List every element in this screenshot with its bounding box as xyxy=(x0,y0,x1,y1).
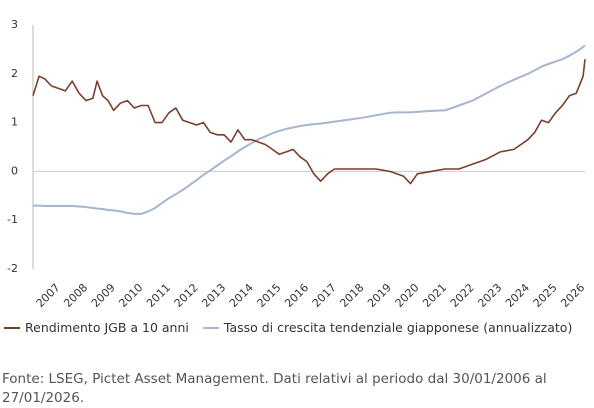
y-tick-label: 2 xyxy=(11,67,18,80)
x-tick-label: 2017 xyxy=(310,281,339,310)
y-tick-label: 3 xyxy=(11,18,18,31)
x-tick-label: 2008 xyxy=(61,281,90,310)
x-tick-label: 2010 xyxy=(116,281,145,310)
legend-label: Tasso di crescita tendenziale giapponese… xyxy=(223,320,573,335)
x-tick-label: 2023 xyxy=(475,281,504,310)
x-tick-label: 2014 xyxy=(227,281,256,310)
y-tick-label: -1 xyxy=(7,213,18,226)
x-tick-label: 2009 xyxy=(89,281,118,310)
y-tick-label: 0 xyxy=(11,164,18,177)
x-tick-label: 2019 xyxy=(365,281,394,310)
x-tick-label: 2018 xyxy=(337,281,366,310)
y-tick-label: 1 xyxy=(11,116,18,129)
legend-label: Rendimento JGB a 10 anni xyxy=(25,320,189,335)
x-tick-label: 2011 xyxy=(144,281,173,310)
x-tick-label: 2016 xyxy=(282,281,311,310)
x-tick-label: 2013 xyxy=(199,281,228,310)
series-line xyxy=(33,44,586,215)
chart: 3 2 1 0 -1 -2 20072008200920102011201220132014… xyxy=(7,18,587,310)
x-tick-label: 2015 xyxy=(255,281,284,310)
series-line xyxy=(32,59,586,185)
legend-swatch xyxy=(4,326,20,329)
x-tick-label: 2022 xyxy=(448,281,477,310)
legend-item: Rendimento JGB a 10 anni xyxy=(4,320,189,335)
y-tick-label: -2 xyxy=(7,262,18,275)
x-tick-label: 2020 xyxy=(393,281,422,310)
source-note: Fonte: LSEG, Pictet Asset Management. Da… xyxy=(2,371,547,406)
legend-item: Tasso di crescita tendenziale giapponese… xyxy=(202,320,573,335)
x-tick-label: 2025 xyxy=(531,281,560,310)
x-tick-label: 2012 xyxy=(172,281,201,310)
x-tick-label: 2026 xyxy=(558,281,587,310)
x-tick-label: 2024 xyxy=(503,281,532,310)
legend: Rendimento JGB a 10 anni Tasso di crescit… xyxy=(4,320,590,335)
x-tick-label: 2007 xyxy=(34,281,63,310)
legend-swatch xyxy=(202,326,219,329)
x-tick-label: 2021 xyxy=(420,281,449,310)
